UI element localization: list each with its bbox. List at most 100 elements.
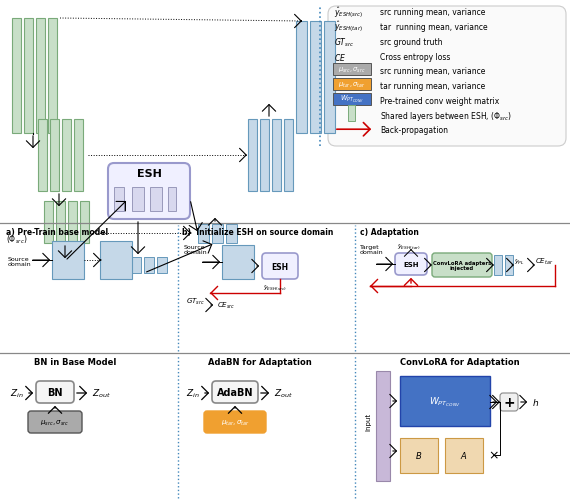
Text: $(\Phi_{src})$: $(\Phi_{src})$ [6,232,27,245]
FancyBboxPatch shape [284,120,293,191]
Text: BN: BN [47,387,63,397]
FancyBboxPatch shape [376,371,390,481]
FancyBboxPatch shape [144,258,154,274]
FancyBboxPatch shape [333,94,371,106]
Text: b)  Initialize ESH on source domain: b) Initialize ESH on source domain [182,227,333,236]
FancyBboxPatch shape [324,22,335,134]
Text: $GT_{src}$: $GT_{src}$ [186,296,205,307]
Text: Target
domain: Target domain [360,244,384,255]
FancyBboxPatch shape [445,438,483,473]
FancyBboxPatch shape [108,164,190,219]
FancyBboxPatch shape [400,438,438,473]
FancyBboxPatch shape [212,224,223,243]
Text: Source
domain: Source domain [184,244,207,255]
FancyBboxPatch shape [80,201,89,243]
Text: src running mean, variance: src running mean, variance [380,9,486,18]
Text: $\mu_{src}, \sigma_{src}$: $\mu_{src}, \sigma_{src}$ [338,66,366,75]
Text: tar  running mean, variance: tar running mean, variance [380,23,487,32]
Text: a) Pre-Train base model: a) Pre-Train base model [6,227,111,236]
FancyBboxPatch shape [56,201,65,243]
Text: $\mu_{tar}, \sigma_{tar}$: $\mu_{tar}, \sigma_{tar}$ [338,80,366,89]
Text: $Z_{out}$: $Z_{out}$ [274,387,293,399]
FancyBboxPatch shape [12,19,21,134]
Text: $CE_{src}$: $CE_{src}$ [217,300,235,311]
FancyBboxPatch shape [505,256,513,276]
Text: $\hat{y}_{ESH(src)}$: $\hat{y}_{ESH(src)}$ [263,284,287,293]
FancyBboxPatch shape [310,22,321,134]
FancyBboxPatch shape [494,256,502,276]
FancyBboxPatch shape [132,188,144,211]
FancyBboxPatch shape [52,241,84,280]
Text: $W_{PT_{CONV}}$: $W_{PT_{CONV}}$ [429,394,461,408]
FancyBboxPatch shape [226,224,237,243]
FancyBboxPatch shape [131,258,141,274]
Text: ESH: ESH [271,262,288,271]
Text: AdaBN: AdaBN [217,387,253,397]
FancyBboxPatch shape [62,120,71,191]
Text: $Z_{in}$: $Z_{in}$ [186,387,199,399]
Text: Cross entropy loss: Cross entropy loss [380,53,450,62]
Text: Input: Input [365,412,371,430]
Text: $\mu_{tar}, \sigma_{tar}$: $\mu_{tar}, \sigma_{tar}$ [221,417,250,427]
Text: src ground truth: src ground truth [380,38,442,47]
Text: Pre-trained conv weight matrix: Pre-trained conv weight matrix [380,97,499,106]
FancyBboxPatch shape [500,393,518,411]
FancyBboxPatch shape [28,411,82,433]
Text: $\hat{y}_{ESH(tar)}$: $\hat{y}_{ESH(tar)}$ [334,20,363,35]
FancyBboxPatch shape [198,224,209,243]
Text: $CE$: $CE$ [334,52,346,63]
FancyBboxPatch shape [204,411,266,433]
FancyBboxPatch shape [48,19,57,134]
Text: ESH: ESH [137,169,161,179]
Text: $\hat{y}_{ESH(src)}$: $\hat{y}_{ESH(src)}$ [334,5,363,21]
Text: $\hat{y}_{ESH(tar)}$: $\hat{y}_{ESH(tar)}$ [397,242,421,252]
FancyBboxPatch shape [400,376,490,426]
FancyBboxPatch shape [333,79,371,91]
Text: c) Adaptation: c) Adaptation [360,227,419,236]
Text: ConvLoRA adapters
injected: ConvLoRA adapters injected [433,260,491,271]
Text: $CE_{tar}$: $CE_{tar}$ [535,257,553,267]
FancyBboxPatch shape [114,188,124,211]
Text: ConvLoRA for Adaptation: ConvLoRA for Adaptation [400,357,520,366]
Text: src running mean, variance: src running mean, variance [380,67,486,76]
Text: $W_{PT_{CONV}}$: $W_{PT_{CONV}}$ [340,94,364,105]
FancyBboxPatch shape [328,7,566,147]
FancyBboxPatch shape [68,201,77,243]
FancyBboxPatch shape [260,120,269,191]
Text: $A$: $A$ [460,449,468,460]
FancyBboxPatch shape [348,106,355,122]
FancyBboxPatch shape [222,245,254,280]
Text: $\times$: $\times$ [487,448,498,461]
FancyBboxPatch shape [262,254,298,280]
Text: tar running mean, variance: tar running mean, variance [380,82,485,91]
FancyBboxPatch shape [432,254,492,278]
Text: $Z_{in}$: $Z_{in}$ [10,387,24,399]
FancyBboxPatch shape [296,22,307,134]
Text: BN in Base Model: BN in Base Model [34,357,116,366]
FancyBboxPatch shape [44,201,53,243]
Text: Source
domain: Source domain [8,256,31,267]
FancyBboxPatch shape [36,381,74,403]
Text: Back-propagation: Back-propagation [380,126,448,135]
Text: AdaBN for Adaptation: AdaBN for Adaptation [208,357,312,366]
FancyBboxPatch shape [157,258,167,274]
FancyBboxPatch shape [118,258,128,274]
FancyBboxPatch shape [100,241,132,280]
FancyBboxPatch shape [395,254,427,276]
FancyBboxPatch shape [150,188,162,211]
FancyBboxPatch shape [333,64,371,76]
FancyBboxPatch shape [212,381,258,403]
Text: ESH: ESH [403,262,419,268]
FancyBboxPatch shape [168,188,176,211]
Text: Shared layers between ESH, $(\Phi_{src})$: Shared layers between ESH, $(\Phi_{src})… [380,109,512,122]
Text: $B$: $B$ [416,449,422,460]
FancyBboxPatch shape [50,120,59,191]
FancyBboxPatch shape [272,120,281,191]
FancyBboxPatch shape [36,19,45,134]
FancyBboxPatch shape [24,19,33,134]
FancyBboxPatch shape [248,120,257,191]
FancyBboxPatch shape [74,120,83,191]
Text: $\hat{y}_{PL}$: $\hat{y}_{PL}$ [514,257,525,267]
Text: +: + [503,395,515,409]
Text: $GT_{src}$: $GT_{src}$ [334,36,355,49]
